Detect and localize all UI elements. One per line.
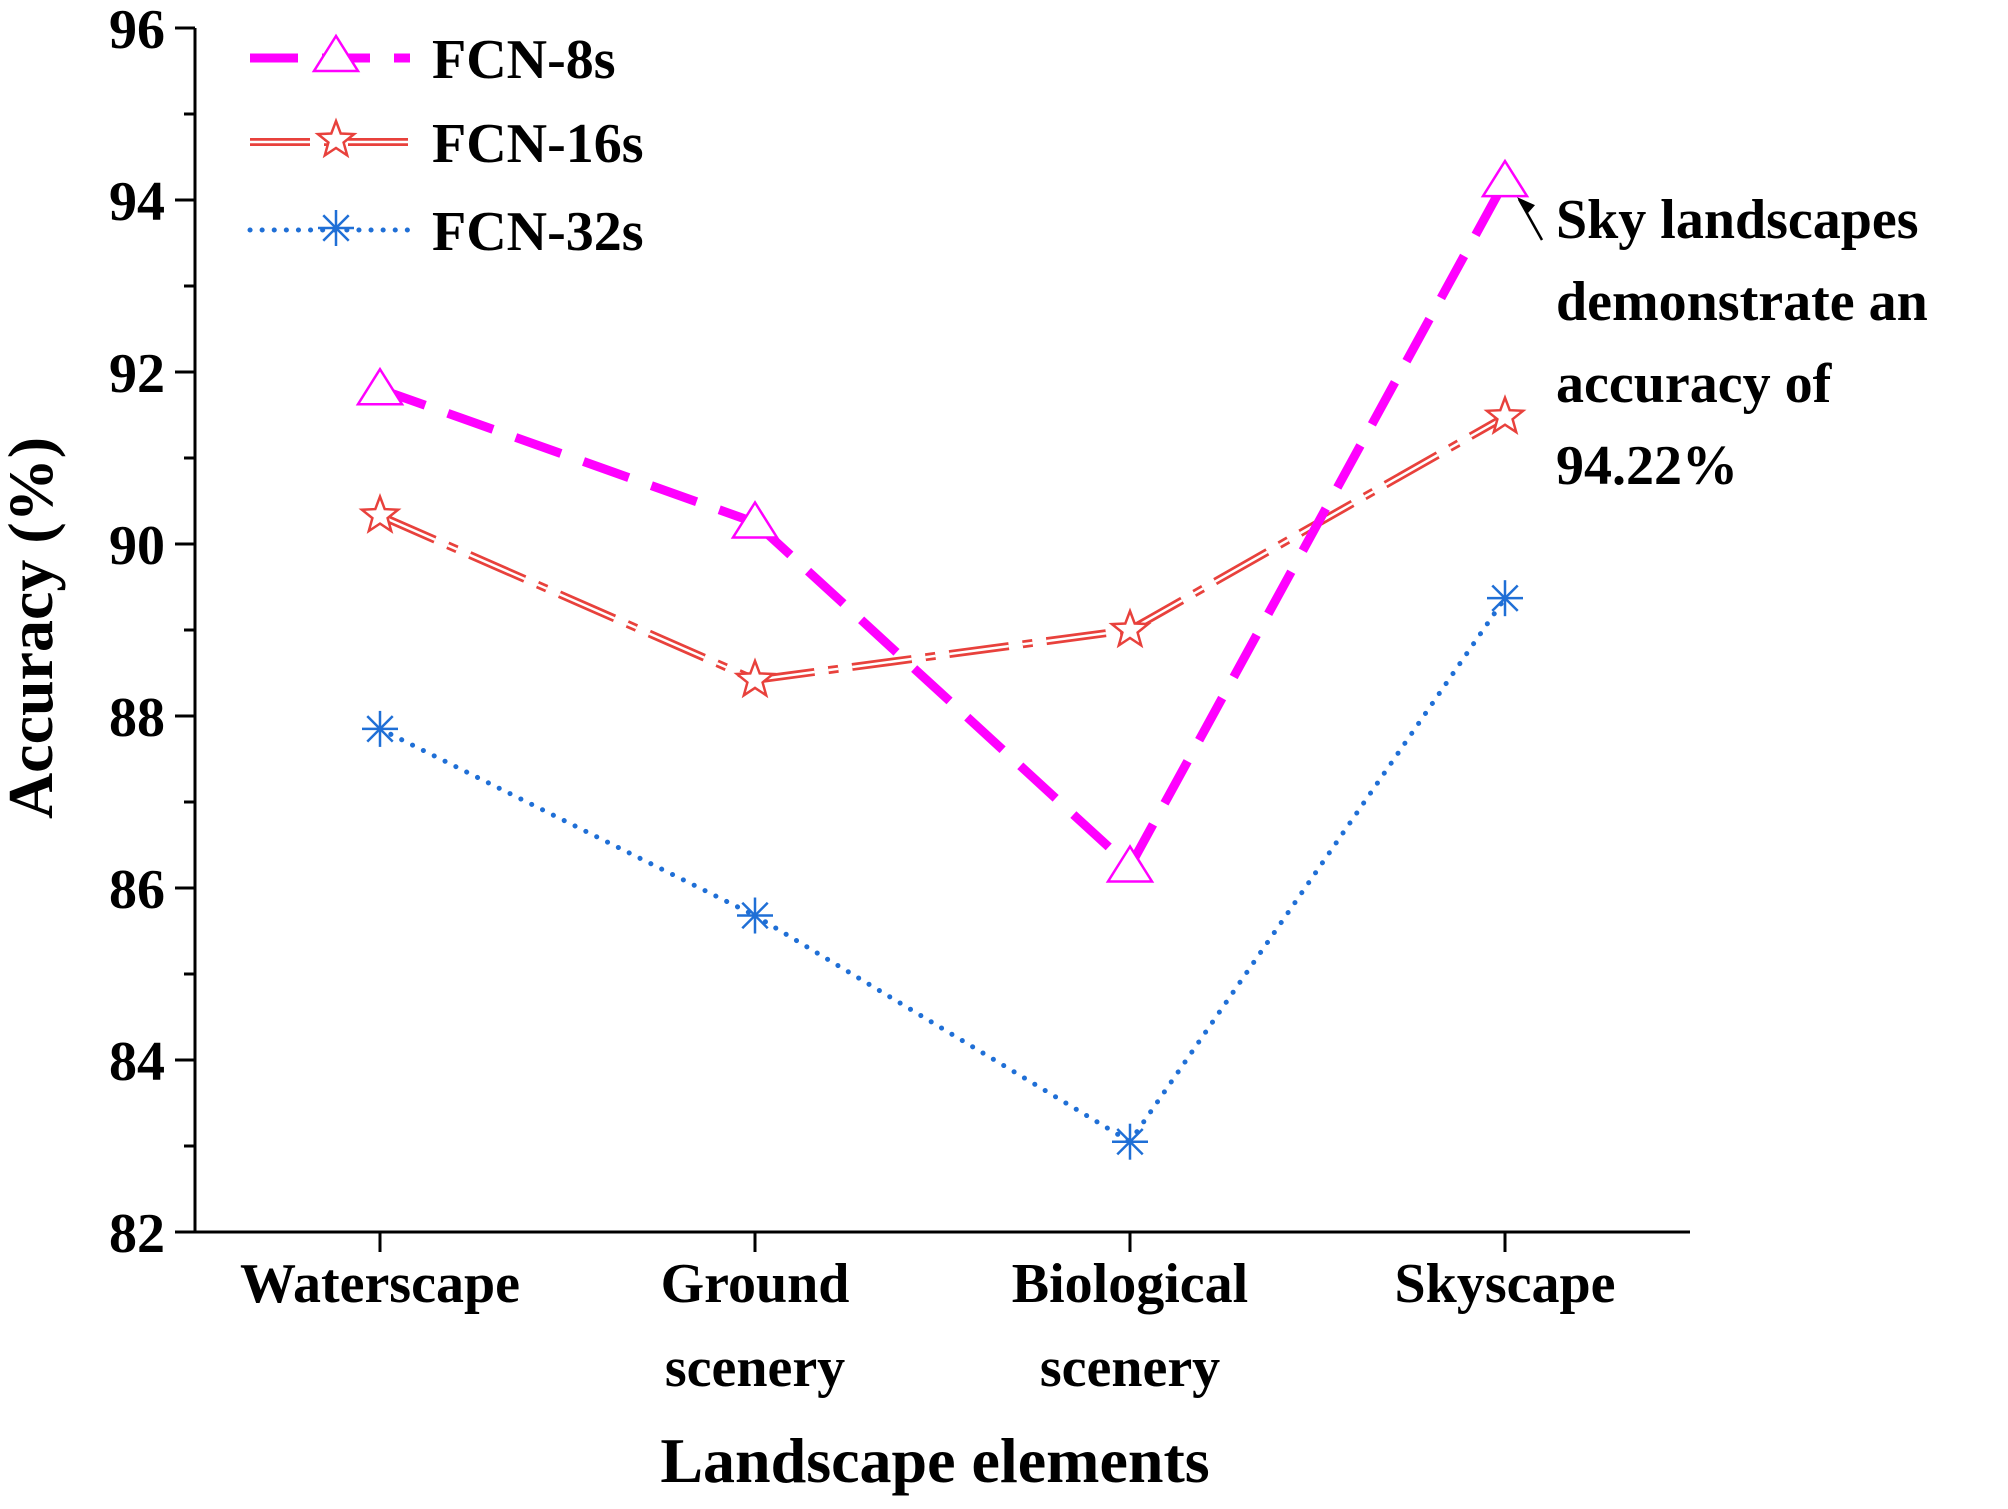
legend-label: FCN-32s: [432, 201, 644, 263]
legend-label: FCN-16s: [432, 113, 644, 175]
series-segment: [1127, 595, 1508, 1145]
y-tick-label: 82: [109, 1203, 165, 1265]
series-FCN-32s: [362, 580, 1523, 1160]
x-axis-title: Landscape elements: [660, 1425, 1209, 1496]
y-tick-label: 96: [109, 0, 165, 61]
legend-item: FCN-8s: [250, 29, 616, 91]
series-segment: [377, 726, 758, 919]
annotation-text: Sky landscapes demonstrate an accuracy of 9…: [1556, 189, 1928, 497]
data-point: [1105, 844, 1155, 883]
legend-item: FCN-32s: [247, 201, 644, 263]
legend-marker: [311, 33, 361, 73]
axes: 82 84 86 88 90 92 94 96 Waterscape Ground scenery B…: [109, 0, 1690, 1399]
y-tick-label: 86: [109, 859, 165, 921]
annotation: Sky landscapes demonstrate an accuracy of 9…: [1517, 189, 1928, 497]
data-point: [1480, 158, 1530, 198]
legend-marker: [314, 117, 358, 159]
data-point: [737, 897, 773, 934]
annotation-arrowhead: [1517, 197, 1535, 215]
data-point: [1483, 394, 1527, 435]
series-segment: [751, 519, 1134, 870]
data-point: [730, 500, 780, 539]
legend: FCN-8s FCN-16s FCN-32s: [247, 29, 644, 263]
series-segment: [378, 511, 757, 684]
y-tick-label: 92: [109, 343, 165, 405]
data-point: [358, 493, 402, 534]
data-point: [355, 366, 405, 406]
data-point: [733, 657, 777, 699]
legend-label: FCN-8s: [432, 29, 616, 91]
data-point: [1108, 607, 1152, 649]
series-segment: [1126, 178, 1509, 869]
legend-marker: [318, 210, 354, 246]
data-point: [362, 710, 398, 747]
series-segment: [752, 913, 1133, 1145]
y-tick-label: 84: [109, 1031, 165, 1093]
legend-item: FCN-16s: [250, 113, 644, 175]
x-tick-label: Biological scenery: [1012, 1253, 1248, 1399]
series-FCN-8s: [355, 158, 1530, 883]
series-segment: [754, 626, 1131, 684]
x-tick-label: Ground scenery: [661, 1253, 850, 1399]
x-tick-label: Skyscape: [1395, 1253, 1616, 1315]
x-tick-label: Waterscape: [240, 1253, 520, 1315]
data-point: [1112, 1123, 1148, 1160]
y-tick-label: 90: [109, 515, 165, 577]
y-tick-label: 94: [109, 171, 165, 233]
series-segment: [378, 384, 757, 527]
y-axis-title: Accuracy (%): [0, 437, 66, 819]
series-layer: [355, 158, 1530, 1160]
y-tick-label: 88: [109, 687, 165, 749]
data-point: [1487, 580, 1523, 617]
